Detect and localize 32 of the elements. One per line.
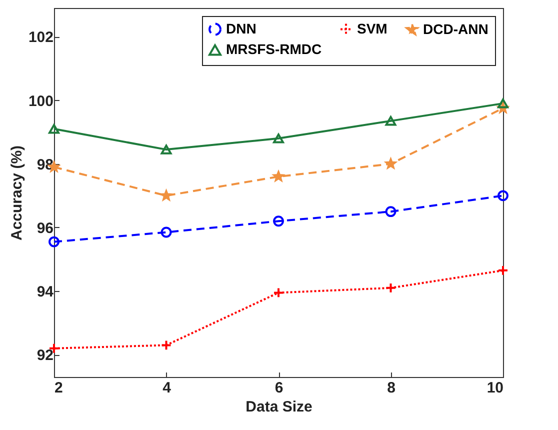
point xyxy=(273,171,284,182)
x-tick-label: 10 xyxy=(486,380,504,396)
y-tick-label: 94 xyxy=(36,284,54,301)
point xyxy=(160,144,172,154)
point xyxy=(498,98,508,108)
legend-label: DNN xyxy=(226,20,256,36)
x-tick-label: 2 xyxy=(54,380,63,396)
y-axis-title: Accuracy (%) xyxy=(8,145,26,241)
y-tick-label: 102 xyxy=(28,29,54,46)
x-axis-title: Data Size xyxy=(246,398,312,416)
legend-label: DCD-ANN xyxy=(423,20,488,37)
point xyxy=(273,216,284,227)
x-tick-label: 6 xyxy=(274,380,284,396)
point xyxy=(385,282,396,294)
y-tick-label: 100 xyxy=(28,92,54,110)
point xyxy=(385,206,396,218)
y-tick-label: 96 xyxy=(36,220,54,237)
point xyxy=(498,264,508,276)
point xyxy=(48,236,60,248)
y-tick-label: 92 xyxy=(36,347,54,364)
point xyxy=(385,116,396,126)
point xyxy=(160,340,172,351)
point xyxy=(161,190,172,200)
legend-label: SVM xyxy=(357,20,388,36)
legend-label: MRSFS-RMDC xyxy=(226,41,322,57)
x-tick-label: 8 xyxy=(387,380,396,396)
x-tick-label: 4 xyxy=(162,380,172,396)
point xyxy=(273,134,284,144)
point xyxy=(498,190,508,202)
point xyxy=(160,226,172,238)
point xyxy=(48,124,60,134)
point xyxy=(273,287,284,298)
